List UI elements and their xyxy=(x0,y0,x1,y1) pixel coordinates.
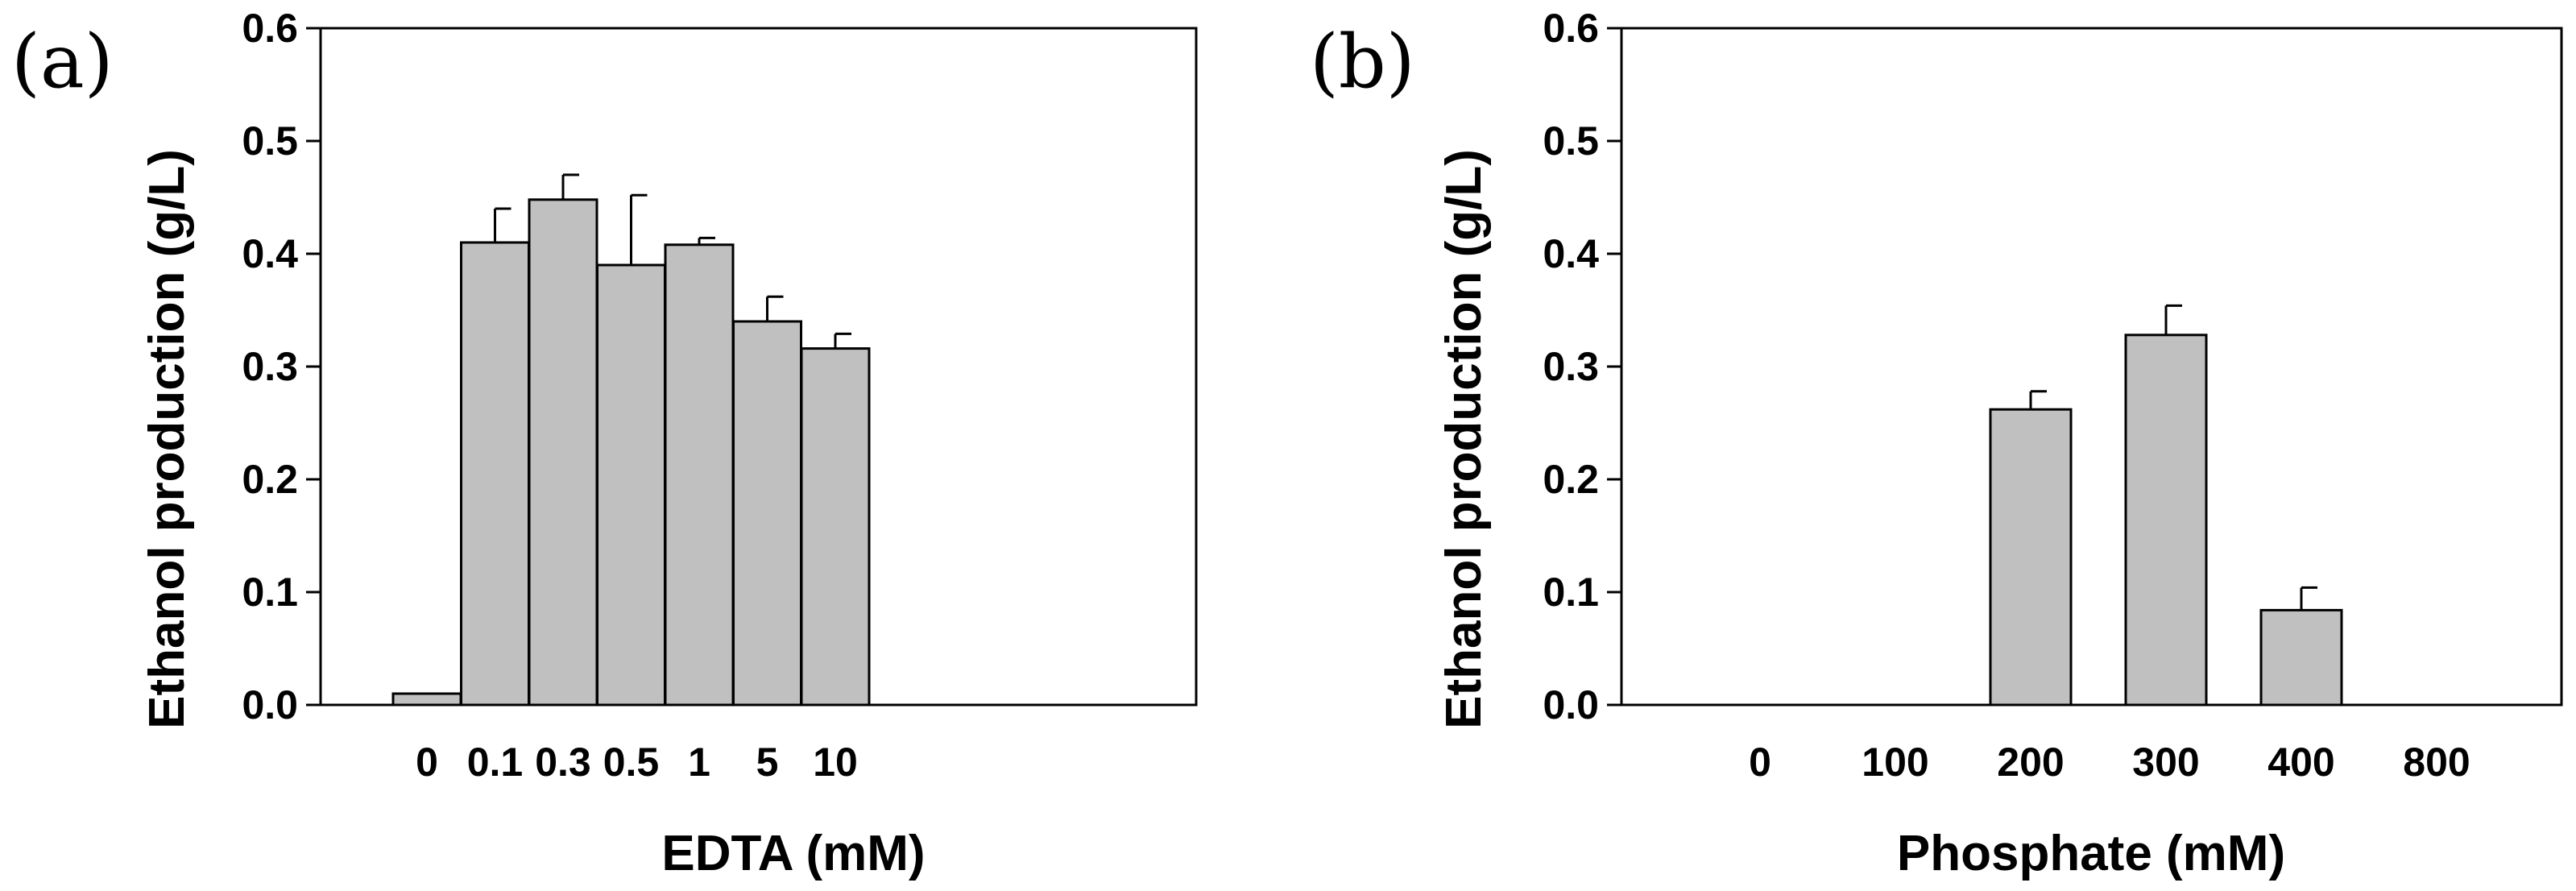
panel-a-x-tick-label: 0.3 xyxy=(535,740,591,785)
panel-b-y-tick-label: 0.1 xyxy=(1543,570,1599,615)
panel-b-y-tick-label: 0.6 xyxy=(1543,6,1599,51)
panel-a-x-tick-label: 5 xyxy=(756,740,779,785)
panel-b-bar xyxy=(2124,334,2208,707)
panel-a-bar xyxy=(732,320,802,707)
chart-panel-a: (a) Ethanol production (g/L) EDTA (mM) 0… xyxy=(11,6,1198,881)
panel-a-bar xyxy=(528,198,598,707)
panel-a-bar xyxy=(596,263,666,707)
panel-a-y-tick-label: 0.4 xyxy=(242,231,298,276)
panel-b-y-axis-title: Ethanol production (g/L) xyxy=(1436,149,1492,729)
panel-a-x-tick-label: 10 xyxy=(813,740,858,785)
panel-a-bar xyxy=(460,241,530,707)
panel-b-bars xyxy=(1989,304,2343,707)
panel-b-x-tick-label: 200 xyxy=(1997,740,2064,785)
panel-a-plot-frame xyxy=(319,27,1198,707)
panel-a-y-ticks: 0.0 0.1 0.2 0.3 0.4 0.5 0.6 xyxy=(242,6,321,727)
panel-a-y-tick-label: 0.0 xyxy=(242,682,298,727)
panel-a-y-tick-label: 0.2 xyxy=(242,457,298,502)
panel-a-x-ticks: 0 0.1 0.3 0.5 1 5 10 xyxy=(416,740,858,785)
panel-b-x-tick-label: 0 xyxy=(1749,740,1771,785)
panel-a-y-tick-label: 0.5 xyxy=(242,118,298,164)
panel-a-x-axis-title: EDTA (mM) xyxy=(661,826,925,881)
panel-b-x-tick-label: 800 xyxy=(2403,740,2470,785)
panel-b-plot-frame xyxy=(1620,27,2563,707)
panel-b-label: (b) xyxy=(1310,19,1415,105)
panel-a-x-tick-label: 1 xyxy=(688,740,710,785)
panel-b-y-tick-label: 0.2 xyxy=(1543,457,1599,502)
panel-b-x-tick-label: 400 xyxy=(2267,740,2334,785)
panel-b-y-tick-label: 0.3 xyxy=(1543,344,1599,389)
panel-b-bar xyxy=(2259,608,2343,707)
panel-a-x-tick-label: 0 xyxy=(416,740,438,785)
panel-a-bar xyxy=(391,692,462,707)
panel-a-y-tick-label: 0.3 xyxy=(242,344,298,389)
panel-b-y-tick-label: 0.0 xyxy=(1543,682,1599,727)
panel-b-y-tick-label: 0.4 xyxy=(1543,231,1599,276)
panel-a-y-tick-label: 0.6 xyxy=(242,6,298,51)
panel-a-label: (a) xyxy=(11,19,114,105)
panel-b-x-tick-label: 100 xyxy=(1862,740,1928,785)
panel-a-x-tick-label: 0.5 xyxy=(603,740,660,785)
panel-b-y-ticks: 0.0 0.1 0.2 0.3 0.4 0.5 0.6 xyxy=(1543,6,1621,727)
panel-b-bar xyxy=(1989,408,2073,707)
panel-b-x-ticks: 0 100 200 300 400 800 xyxy=(1749,740,2470,785)
panel-a-y-axis-title: Ethanol production (g/L) xyxy=(139,149,195,729)
panel-b-x-axis-title: Phosphate (mM) xyxy=(1897,826,2285,881)
panel-a-bar xyxy=(800,347,871,707)
panel-a-bar xyxy=(664,243,735,707)
panel-b-y-tick-label: 0.5 xyxy=(1543,118,1599,164)
panel-a-x-tick-label: 0.1 xyxy=(467,740,524,785)
panel-a-y-tick-label: 0.1 xyxy=(242,570,298,615)
panel-b-x-tick-label: 300 xyxy=(2132,740,2199,785)
panel-a-bars xyxy=(391,173,871,707)
chart-panel-b: (b) Ethanol production (g/L) Phosphate (… xyxy=(1310,6,2563,881)
